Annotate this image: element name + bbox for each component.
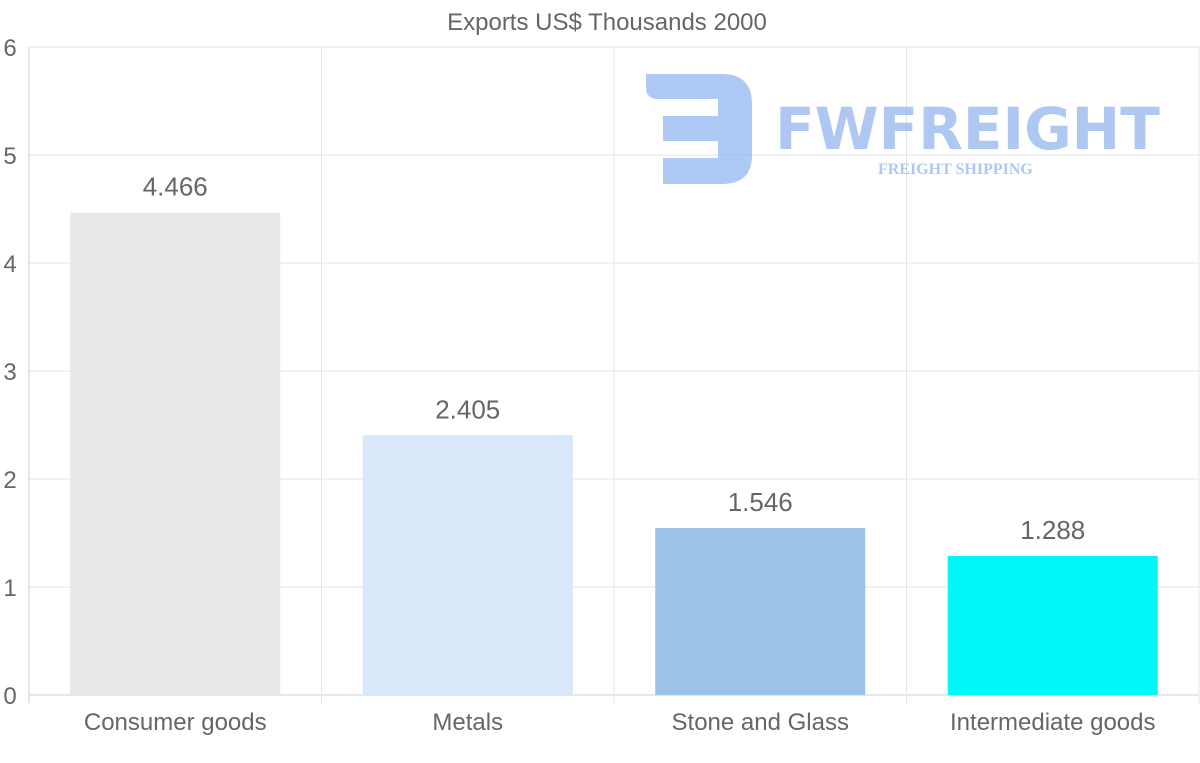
y-tick-label: 4: [3, 251, 16, 278]
data-label: 2.405: [435, 394, 500, 424]
watermark-brand: FWFREIGHT: [775, 95, 1160, 163]
watermark-tagline: FREIGHT SHIPPING: [878, 161, 1033, 178]
x-tick-label: Consumer goods: [84, 709, 267, 736]
y-tick-label: 1: [3, 575, 16, 602]
chart-title: Exports US$ Thousands 2000: [447, 9, 767, 36]
y-tick-label: 5: [3, 143, 16, 170]
bars: [70, 212, 1158, 695]
y-tick-label: 0: [3, 683, 16, 710]
watermark-logo: FWFREIGHT FREIGHT SHIPPING: [646, 74, 1160, 184]
bar-intermediate-goods: [947, 555, 1158, 695]
bar-metals: [362, 435, 573, 695]
data-labels: 4.466 2.405 1.546 1.288: [143, 172, 1086, 545]
data-label: 1.288: [1020, 515, 1085, 545]
x-axis-ticks: Consumer goods Metals Stone and Glass Inter…: [84, 709, 1156, 736]
bar-consumer-goods: [70, 212, 281, 695]
x-tick-label: Metals: [432, 709, 503, 736]
y-tick-label: 2: [3, 467, 16, 494]
x-tick-label: Stone and Glass: [672, 709, 849, 736]
y-tick-label: 3: [3, 359, 16, 386]
data-label: 1.546: [728, 487, 793, 517]
y-axis-ticks: 0 1 2 3 4 5 6: [3, 35, 16, 710]
bar-stone-and-glass: [655, 528, 866, 695]
watermark-logo-mark: [646, 74, 752, 184]
data-label: 4.466: [143, 172, 208, 202]
y-tick-label: 6: [3, 35, 16, 62]
x-tick-label: Intermediate goods: [950, 709, 1155, 736]
